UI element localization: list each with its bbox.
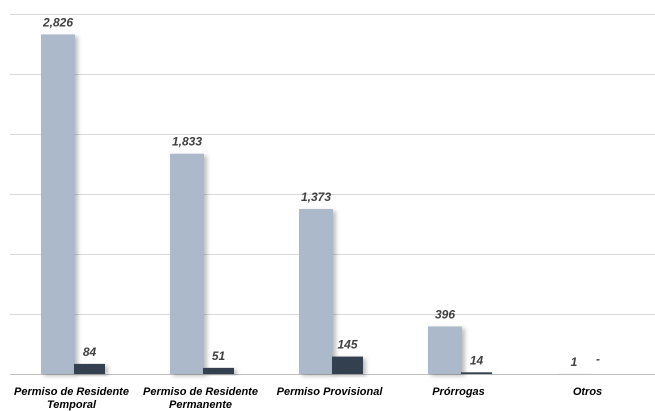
x-tick-label-3: Prórrogas <box>432 386 485 398</box>
data-label-series-1-4: 1 <box>571 355 578 369</box>
bars <box>41 34 591 375</box>
x-axis-tick-labels: Permiso de Residente Temporal Permiso de R… <box>14 386 602 411</box>
x-tick-label-4: Otros <box>573 386 602 398</box>
bar-series-2-0 <box>74 363 105 374</box>
data-label-series-1-2: 1,373 <box>301 190 331 204</box>
x-tick-label-1: Permiso de Residente Permanente <box>143 386 258 411</box>
data-label-series-1-1: 1,833 <box>172 135 202 149</box>
bar-series-1-3 <box>428 326 462 374</box>
bar-series-1-1 <box>170 153 204 374</box>
bar-series-2-3 <box>461 372 492 374</box>
data-label-series-2-4: - <box>596 352 600 366</box>
data-label-series-1-3: 396 <box>435 307 455 321</box>
data-label-series-2-1: 51 <box>212 349 226 363</box>
data-labels: 2,826 1,833 1,373 396 1 84 51 145 14 - <box>42 15 600 368</box>
gridlines <box>10 14 655 375</box>
data-label-series-1-0: 2,826 <box>42 15 73 29</box>
bar-series-2-1 <box>203 367 234 374</box>
x-tick-label-0: Permiso de Residente Temporal <box>14 386 129 411</box>
bar-series-2-2 <box>332 356 363 374</box>
data-label-series-2-3: 14 <box>470 353 484 367</box>
bar-series-1-2 <box>299 209 333 374</box>
x-tick-label-2: Permiso Provisional <box>277 386 384 398</box>
data-label-series-2-2: 145 <box>337 338 357 352</box>
bar-series-1-0 <box>41 34 75 375</box>
data-label-series-2-0: 84 <box>83 345 97 359</box>
